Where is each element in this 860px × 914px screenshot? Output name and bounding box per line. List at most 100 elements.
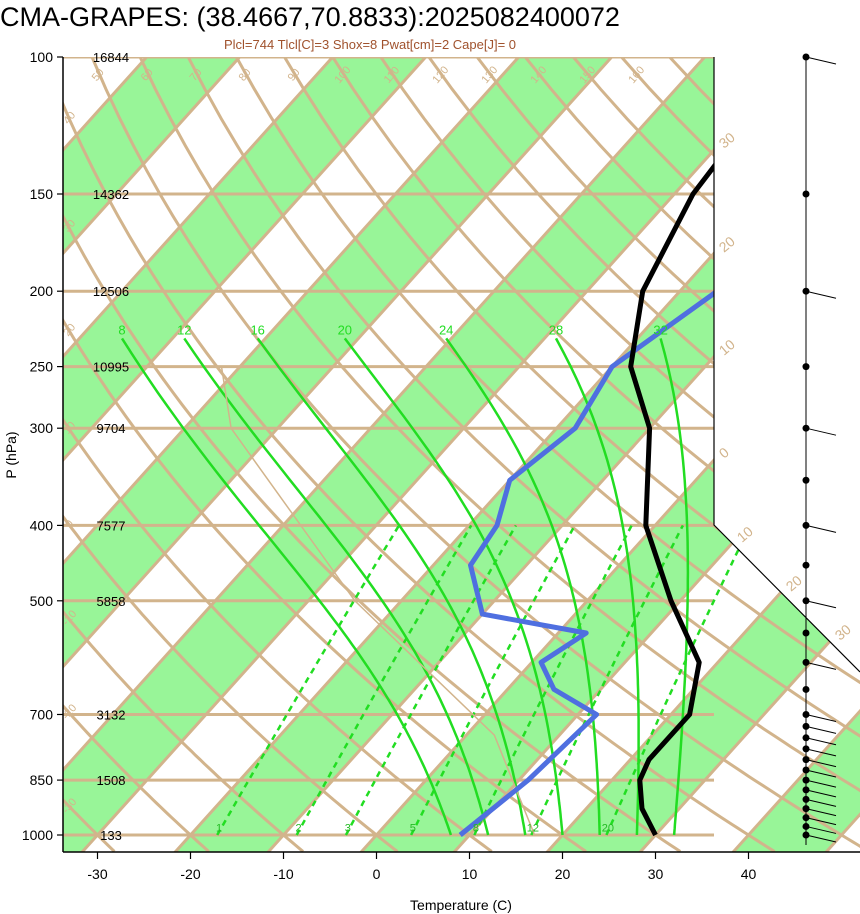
chart-title: CMA-GRAPES: (38.4667,70.8833):2025082400… <box>0 2 620 32</box>
wind-barb <box>805 661 837 670</box>
temperature-curve <box>628 57 800 837</box>
moist-adiabat-label: 24 <box>439 322 453 337</box>
y-tick-label: 300 <box>30 420 54 436</box>
pressure-axis: 100 16844 150 14362 200 12506 250 10995 300 9704 4… <box>22 49 129 852</box>
x-tick-label: 40 <box>741 866 757 882</box>
moist-adiabat-label: 16 <box>250 322 264 337</box>
y-axis-label: P (hPa) <box>3 431 19 478</box>
height-label: 1508 <box>97 773 126 788</box>
wind-barb <box>805 725 837 734</box>
y-tick-label: 100 <box>30 49 54 65</box>
y-tick-label: 700 <box>30 707 54 723</box>
mixing-ratio-label: 2 <box>295 823 301 835</box>
dewpoint-line <box>458 135 860 837</box>
parcel-line <box>220 366 536 836</box>
moist-adiabat <box>445 337 601 836</box>
y-tick-label: 250 <box>30 359 54 375</box>
mixing-ratio-label: 5 <box>410 823 416 835</box>
mixing-ratio-line <box>605 524 752 836</box>
isobar-lines <box>63 57 714 837</box>
moist-adiabat <box>659 338 690 836</box>
x-tick-label: -20 <box>180 866 200 882</box>
x-axis-label: Temperature (C) <box>410 897 512 913</box>
wind-dot <box>802 561 810 569</box>
y-tick-label: 400 <box>30 517 54 533</box>
mixing-ratio-line <box>473 524 633 836</box>
wind-barb <box>805 290 837 299</box>
wind-dot <box>802 190 810 198</box>
wind-barb <box>805 808 837 817</box>
isotherm-line <box>545 502 860 852</box>
dry-adiabat <box>186 57 860 738</box>
x-tick-label: 20 <box>555 866 571 882</box>
wind-barb <box>805 834 837 843</box>
corner-mask <box>714 57 860 672</box>
dry-adiabat-label: 50 <box>90 67 107 84</box>
mixing-ratio-line <box>344 524 517 836</box>
moist-adiabat-label: 12 <box>177 322 191 337</box>
isotherm-line <box>63 57 521 566</box>
mixing-ratio-label: 20 <box>602 823 614 835</box>
corner-edge <box>713 57 860 673</box>
wind-barb <box>805 779 837 788</box>
parcel-path <box>220 366 536 836</box>
isotherm-line <box>80 57 800 852</box>
wind-barb <box>805 737 837 746</box>
mixing-ratio-line <box>530 524 685 836</box>
wind-dot <box>802 685 810 693</box>
wind-profile <box>802 53 837 845</box>
mixing-ratio-label: 8 <box>473 823 479 835</box>
height-label: 3132 <box>97 708 126 723</box>
y-tick-label: 500 <box>30 593 54 609</box>
isotherm-line <box>452 398 860 852</box>
wind-dot <box>802 476 810 484</box>
y-tick-label: 1000 <box>22 827 53 843</box>
dry-adiabat <box>63 514 399 852</box>
y-tick-label: 150 <box>30 186 54 202</box>
wind-barb <box>805 600 837 609</box>
mixing-ratio-line <box>295 524 473 836</box>
height-label: 9704 <box>97 421 126 436</box>
x-tick-label: 0 <box>373 866 381 882</box>
moist-adiabat <box>183 337 490 836</box>
temperature-axis: -30 -20 -10 0 10 20 30 40 <box>63 851 860 882</box>
height-label: 16844 <box>93 50 129 65</box>
wind-barb <box>805 798 837 807</box>
mixing-ratio-label: 12 <box>527 823 539 835</box>
isotherm-line <box>638 605 860 852</box>
y-tick-label: 850 <box>30 772 54 788</box>
wind-barb <box>805 56 837 65</box>
dry-adiabat <box>63 417 493 852</box>
wind-barb <box>805 427 837 436</box>
height-label: 10995 <box>93 360 129 375</box>
isotherm-line <box>63 57 428 463</box>
moist-adiabat-label: 28 <box>549 322 563 337</box>
height-label: 5858 <box>97 594 126 609</box>
x-tick-label: -10 <box>273 866 293 882</box>
dewpoint-curve <box>458 135 860 837</box>
temperature-line <box>628 57 800 837</box>
wind-barb <box>805 524 837 533</box>
wind-barb <box>805 789 837 798</box>
dry-adiabat <box>282 57 860 632</box>
dry-adiabat <box>330 57 860 581</box>
x-tick-label: 10 <box>462 866 478 882</box>
moist-adiabat-label: 8 <box>118 322 125 337</box>
height-label: 133 <box>100 828 122 843</box>
wind-barb <box>805 817 837 826</box>
x-tick-label: 30 <box>648 866 664 882</box>
moist-adiabat <box>120 337 453 836</box>
dry-adiabat <box>63 703 210 852</box>
moist-adiabat <box>343 337 564 836</box>
chart-subtitle: Plcl=744 Tlcl[C]=3 Shox=8 Pwat[cm]=2 Cap… <box>224 37 516 52</box>
moist-adiabat-label: 20 <box>338 322 352 337</box>
mixing-ratio-label: 3 <box>345 823 351 835</box>
height-label: 14362 <box>93 187 129 202</box>
wind-barb <box>805 825 837 834</box>
height-label: 7577 <box>97 518 126 533</box>
dry-adiabat <box>63 100 776 852</box>
